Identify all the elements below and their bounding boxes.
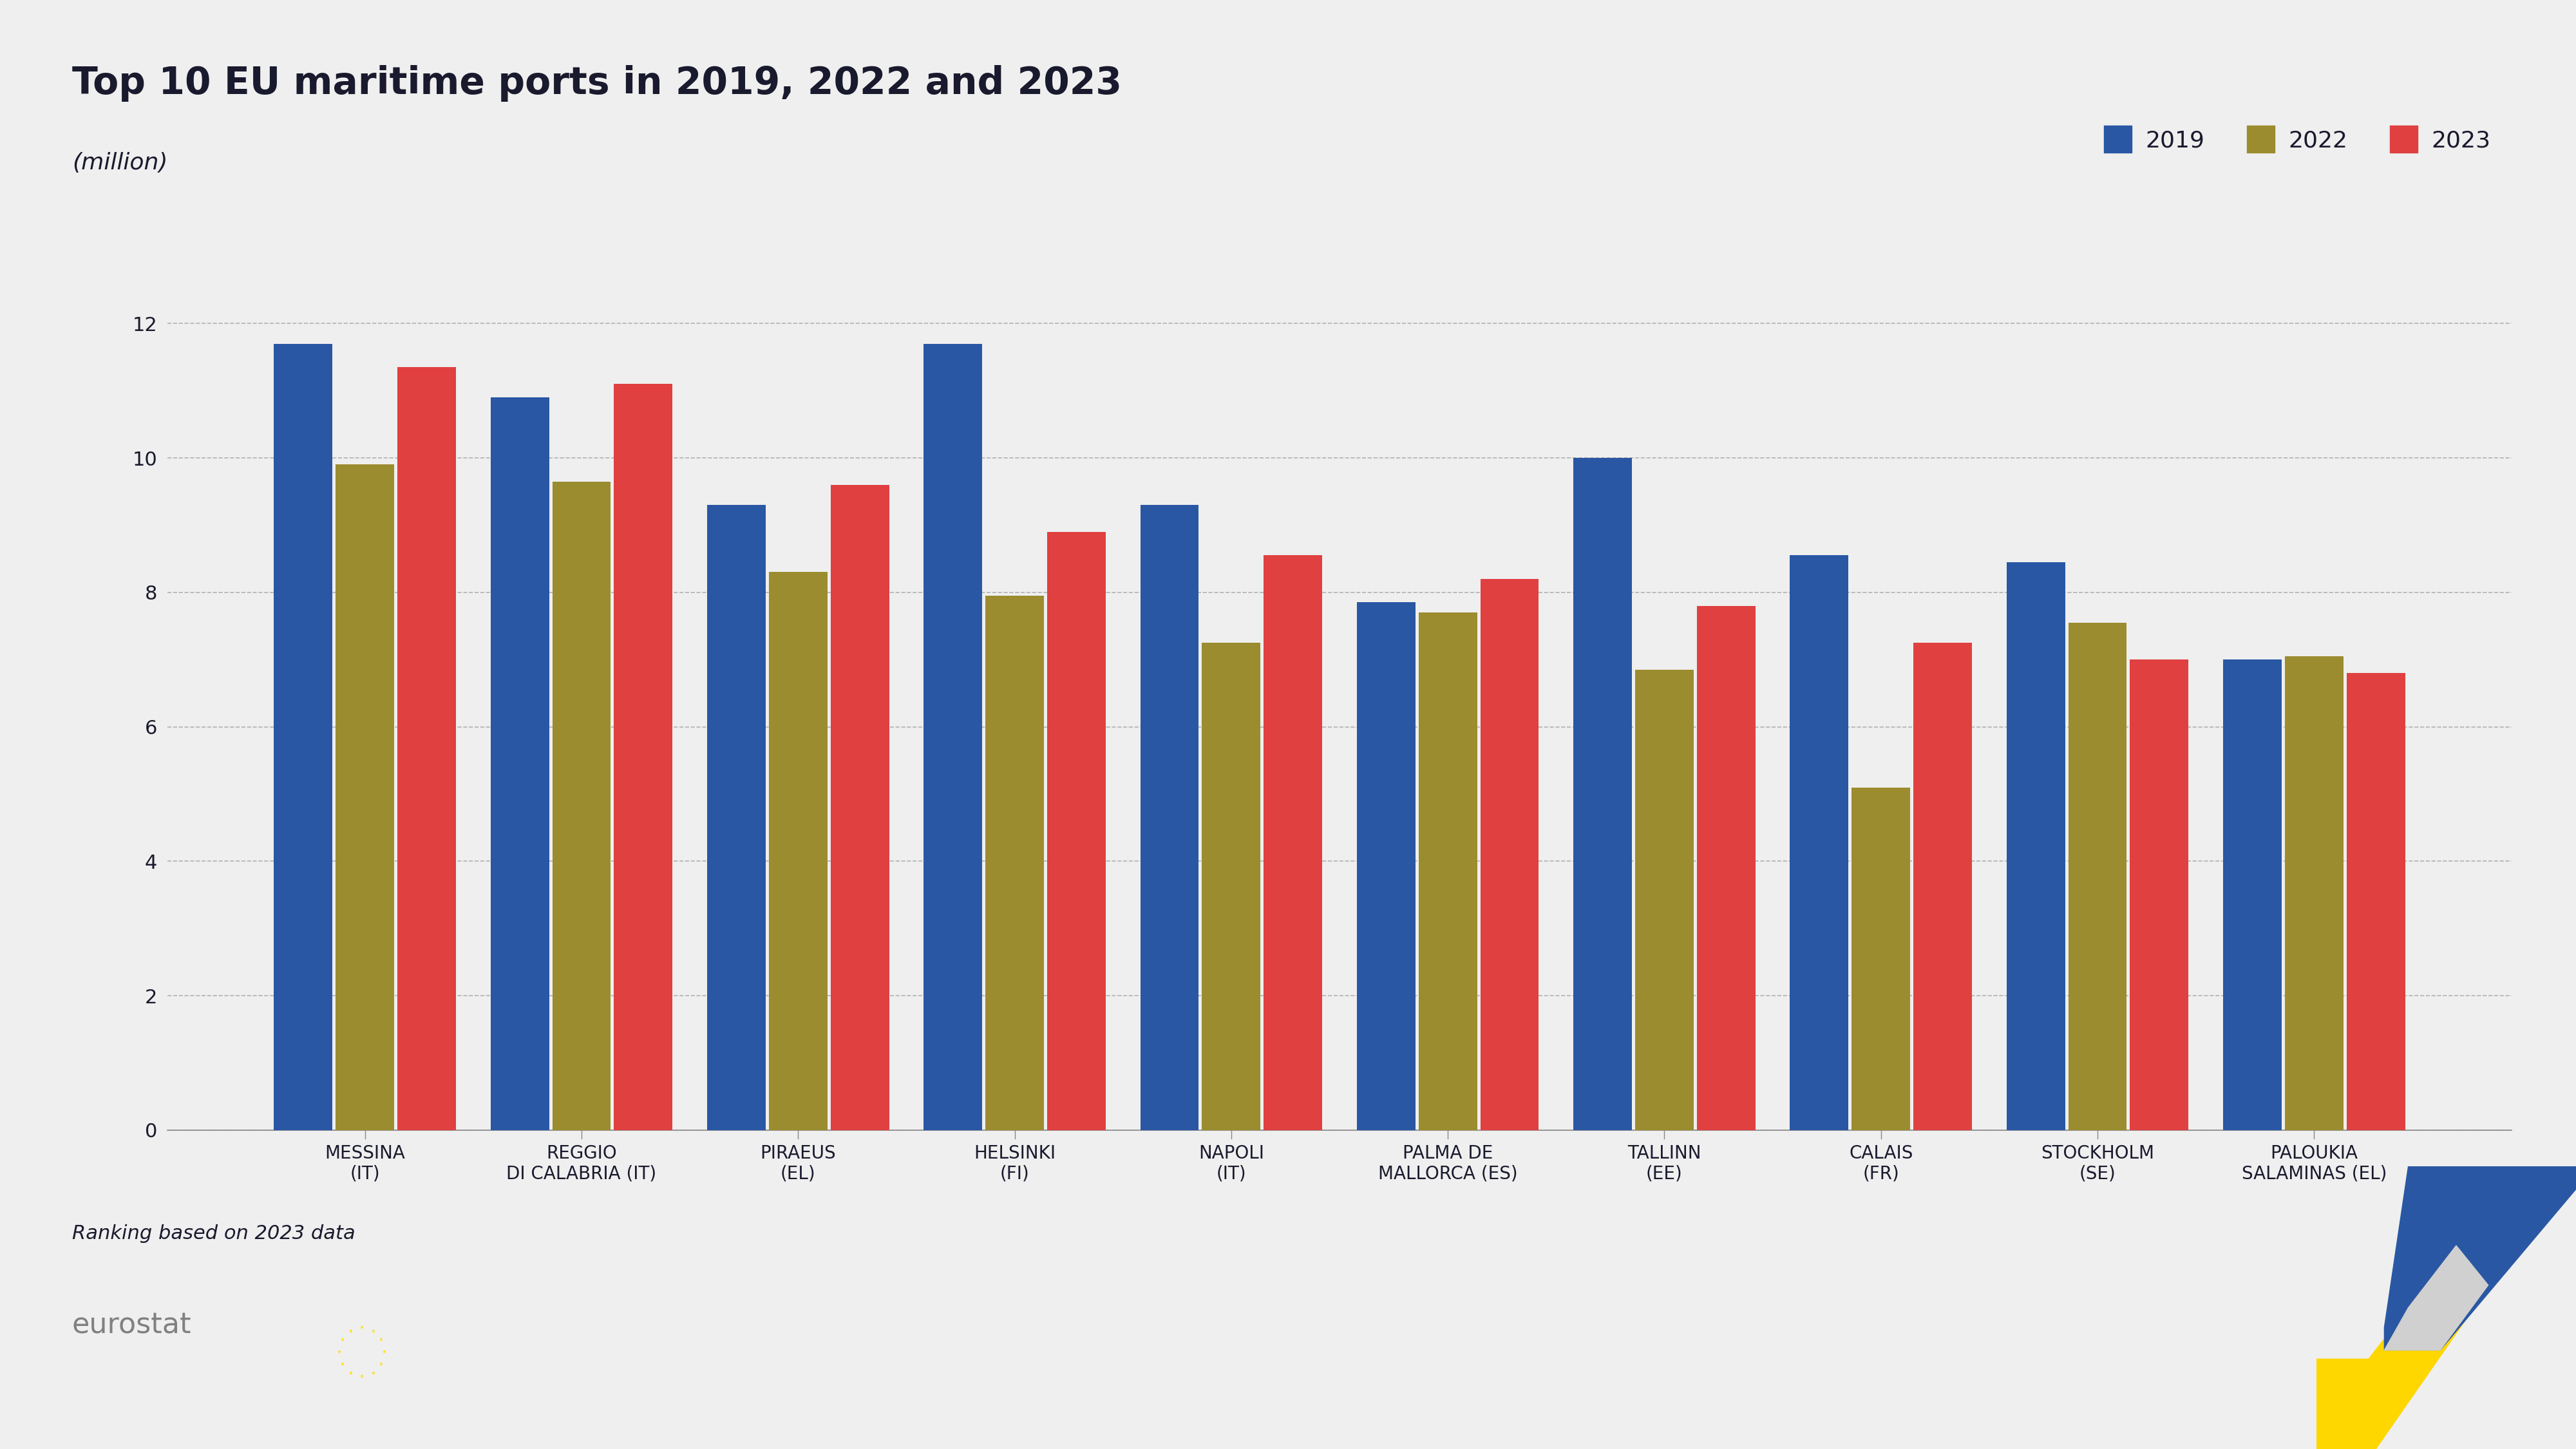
Text: (million): (million) xyxy=(72,152,167,174)
Bar xyxy=(335,465,394,1130)
Bar xyxy=(1048,532,1105,1130)
Bar xyxy=(2285,656,2344,1130)
Bar xyxy=(768,572,827,1130)
Bar xyxy=(2069,623,2128,1130)
Bar xyxy=(1914,643,1971,1130)
Bar xyxy=(2223,659,2282,1130)
Bar xyxy=(2130,659,2190,1130)
Bar xyxy=(1358,603,1414,1130)
Bar xyxy=(2007,562,2066,1130)
Bar xyxy=(489,397,549,1130)
Polygon shape xyxy=(2385,1246,2488,1350)
Bar xyxy=(1265,555,1321,1130)
Text: eurostat: eurostat xyxy=(72,1311,191,1339)
Bar xyxy=(273,343,332,1130)
Bar xyxy=(1698,606,1754,1130)
Bar xyxy=(1790,555,1850,1130)
Bar xyxy=(1141,504,1198,1130)
Bar xyxy=(1636,669,1692,1130)
Legend: 2019, 2022, 2023: 2019, 2022, 2023 xyxy=(2094,116,2499,162)
Bar xyxy=(987,596,1043,1130)
Polygon shape xyxy=(2316,1246,2504,1449)
Text: Ranking based on 2023 data: Ranking based on 2023 data xyxy=(72,1224,355,1243)
Bar xyxy=(397,367,456,1130)
Bar xyxy=(1852,787,1911,1130)
Bar xyxy=(708,504,765,1130)
Polygon shape xyxy=(2385,1166,2576,1350)
Bar xyxy=(1419,613,1476,1130)
Bar xyxy=(613,384,672,1130)
Bar xyxy=(925,343,981,1130)
Bar xyxy=(829,485,889,1130)
Bar xyxy=(1481,580,1538,1130)
Bar xyxy=(2347,672,2406,1130)
Text: Top 10 EU maritime ports in 2019, 2022 and 2023: Top 10 EU maritime ports in 2019, 2022 a… xyxy=(72,65,1123,101)
Bar xyxy=(1203,643,1260,1130)
Bar xyxy=(1574,458,1631,1130)
Bar xyxy=(551,481,611,1130)
